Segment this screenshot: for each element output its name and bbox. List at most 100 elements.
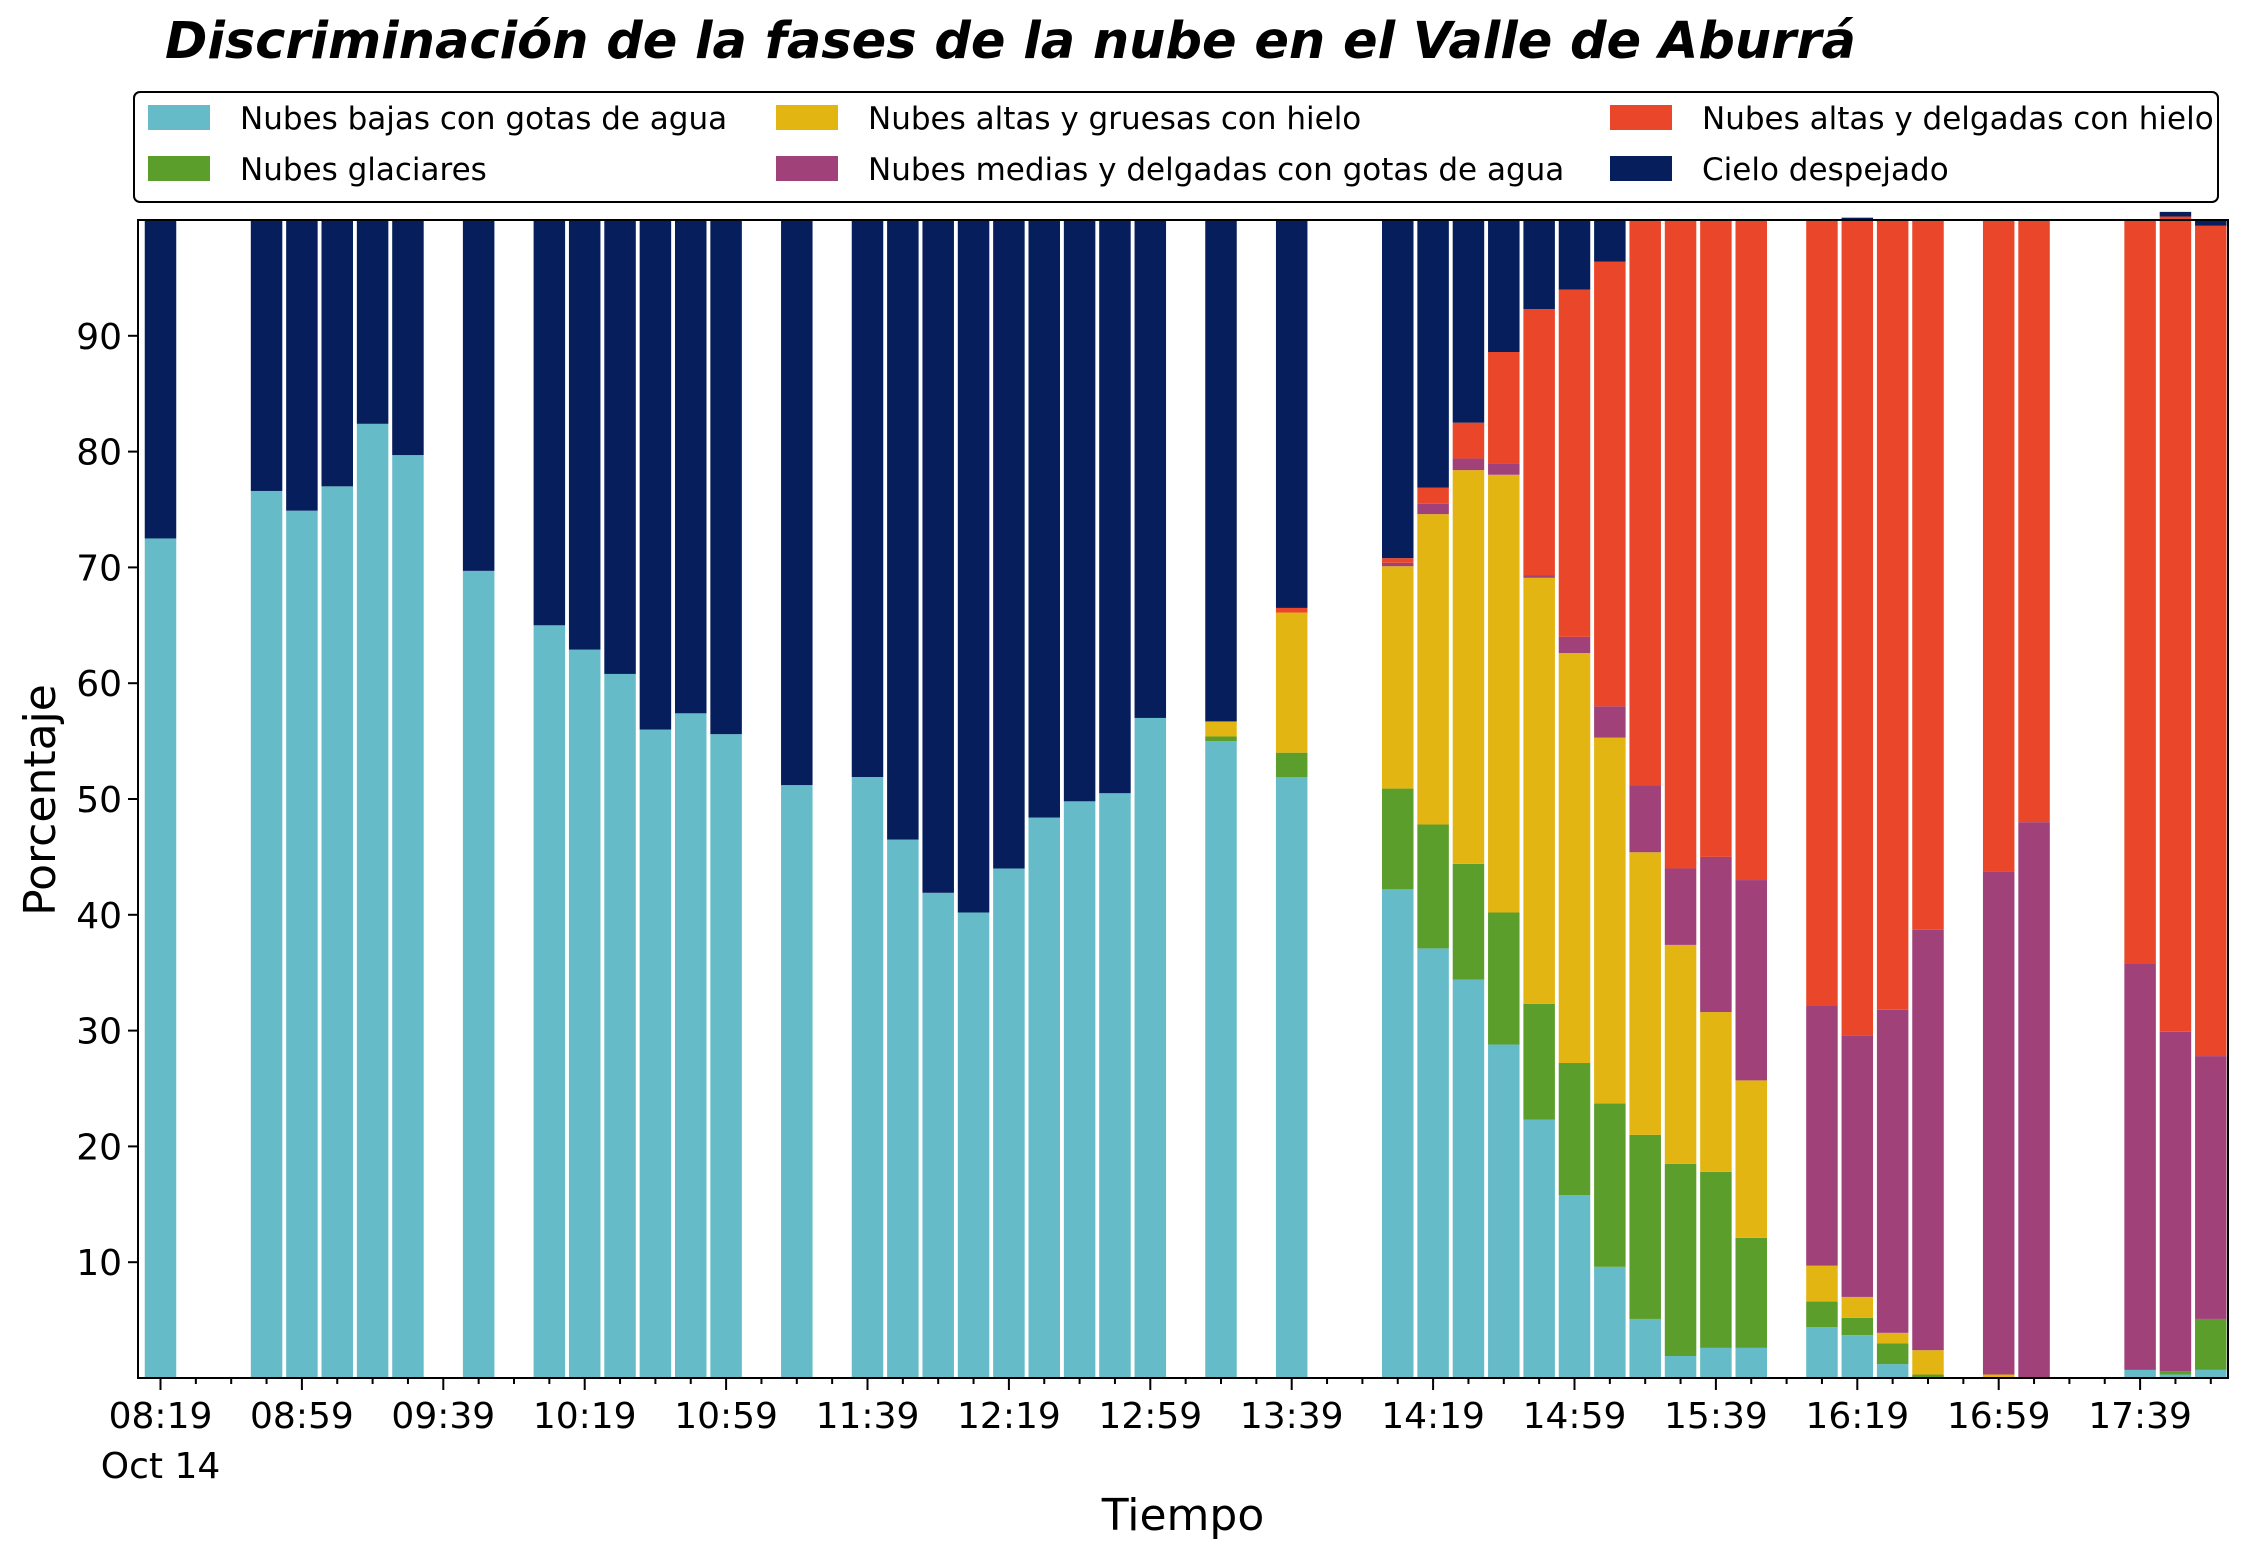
x-axis-label: Tiempo: [1101, 1490, 1265, 1541]
bar-segment: [286, 220, 318, 511]
bar-segment: [1275, 612, 1308, 753]
x-tick-label: 14:19: [1381, 1396, 1485, 1437]
bar-segment: [2124, 220, 2156, 964]
bar-segment: [639, 729, 672, 1378]
bar-segment: [144, 538, 177, 1378]
x-tick-label: 11:39: [816, 1396, 920, 1437]
bar-segment: [2159, 1371, 2192, 1375]
bar-segment: [1594, 220, 1626, 262]
bar-segment: [250, 490, 283, 1379]
bar-segment: [1664, 868, 1697, 945]
bar-segment: [1452, 458, 1485, 471]
bar-segment: [533, 625, 566, 1378]
bar-segment: [568, 649, 601, 1378]
bar-segment: [1806, 220, 1838, 1006]
y-axis-label: Porcentaje: [15, 684, 66, 916]
bars-group: [144, 211, 2227, 1379]
y-tick-label: 20: [76, 1127, 122, 1168]
bar-segment: [1558, 220, 1591, 290]
bar-segment: [1382, 562, 1414, 567]
bar-segment: [1841, 1035, 1874, 1297]
x-tick-label: 16:59: [1947, 1396, 2051, 1437]
bar-segment: [1523, 1119, 1555, 1378]
bar-segment: [1700, 1012, 1732, 1172]
bar-segment: [1275, 752, 1308, 777]
bar-segment: [321, 220, 353, 487]
bar-segment: [2159, 216, 2192, 1032]
bar-segment: [2124, 1369, 2156, 1378]
bar-segment: [2195, 1318, 2227, 1370]
bar-segment: [568, 220, 601, 650]
bar-segment: [1523, 220, 1555, 310]
bar-segment: [993, 220, 1025, 869]
bar-segment: [1382, 566, 1414, 789]
bar-segment: [1629, 1134, 1661, 1319]
bar-segment: [462, 570, 495, 1378]
bar-segment: [1099, 793, 1131, 1378]
bar-segment: [1382, 220, 1414, 559]
bar-segment: [1134, 717, 1167, 1378]
bar-segment: [1912, 220, 1944, 930]
x-tick-label: 08:59: [250, 1396, 354, 1437]
bar-segment: [1594, 1103, 1626, 1267]
bar-segment: [1417, 824, 1449, 949]
bar-segment: [1629, 852, 1661, 1135]
bar-segment: [1982, 220, 2015, 872]
bar-segment: [356, 423, 389, 1378]
bar-segment: [1523, 309, 1555, 576]
y-axis: 10 20 30 40 50 60 70 80 90: [76, 317, 138, 1284]
bar-segment: [2159, 1374, 2192, 1378]
bar-segment: [1700, 220, 1732, 857]
bar-segment: [1841, 220, 1874, 1036]
bar-segment: [1841, 217, 1874, 220]
x-tick-label: 17:39: [2088, 1396, 2192, 1437]
bar-segment: [1735, 1080, 1767, 1238]
y-tick-label: 80: [76, 433, 122, 474]
legend-swatch: [776, 105, 838, 130]
bar-segment: [993, 868, 1025, 1378]
bar-segment: [1876, 220, 1909, 1010]
bar-segment: [1205, 736, 1237, 742]
bar-segment: [1912, 929, 1944, 1351]
legend-label: Nubes glaciares: [240, 152, 487, 188]
bar-segment: [675, 713, 707, 1378]
bar-segment: [1452, 863, 1485, 980]
bar-segment: [1134, 220, 1167, 718]
bar-segment: [1594, 706, 1626, 738]
y-tick-label: 10: [76, 1243, 122, 1284]
bar-segment: [604, 673, 636, 1378]
y-tick-label: 60: [76, 664, 122, 705]
bar-segment: [1806, 1327, 1838, 1378]
bar-segment: [1664, 1163, 1697, 1356]
legend-label: Cielo despejado: [1702, 152, 1949, 188]
bar-segment: [1382, 558, 1414, 563]
bar-segment: [1417, 220, 1449, 488]
bar-segment: [2018, 822, 2050, 1378]
bar-segment: [1488, 912, 1520, 1045]
bar-segment: [1417, 514, 1449, 825]
bar-segment: [922, 220, 954, 893]
x-tick-label: 12:59: [1098, 1396, 1202, 1437]
bar-segment: [392, 220, 424, 456]
bar-segment: [1275, 220, 1308, 608]
legend-label: Nubes altas y gruesas con hielo: [868, 101, 1361, 137]
bar-segment: [1735, 1347, 1767, 1378]
bar-segment: [1452, 220, 1485, 423]
bar-segment: [1806, 1301, 1838, 1328]
bar-segment: [1488, 220, 1520, 353]
bar-segment: [1558, 636, 1591, 654]
bar-segment: [1028, 220, 1060, 818]
bar-segment: [1664, 220, 1697, 869]
bar-segment: [1841, 1296, 1874, 1318]
bar-segment: [1275, 777, 1308, 1378]
y-tick-label: 70: [76, 548, 122, 589]
bar-segment: [1099, 220, 1131, 794]
bar-segment: [781, 220, 813, 786]
x-tick-label: 14:59: [1523, 1396, 1627, 1437]
bar-segment: [1205, 220, 1237, 722]
bar-segment: [1982, 871, 2015, 1375]
legend-swatch: [148, 156, 210, 181]
chart-title: Discriminación de la fases de la nube en…: [165, 12, 1856, 71]
bar-segment: [1841, 1335, 1874, 1378]
